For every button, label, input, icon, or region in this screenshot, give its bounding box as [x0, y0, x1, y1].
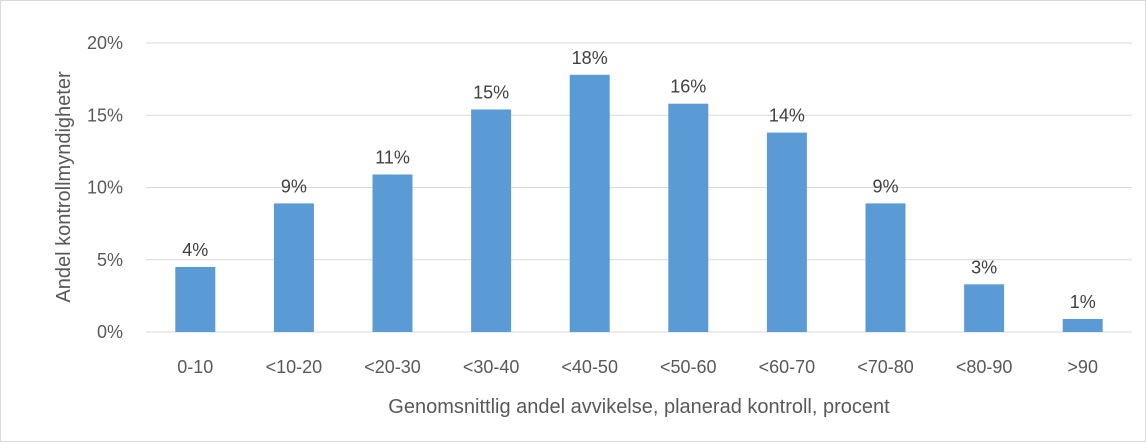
bar	[668, 103, 709, 332]
data-label: 11%	[375, 147, 410, 167]
y-axis-title: Andel kontrollmyndigheter	[53, 71, 75, 303]
bar	[1062, 318, 1103, 332]
y-axis-ticks: 0% 5% 10% 15% 20%	[87, 33, 123, 342]
x-axis-ticks: 0-10 <10-20 <20-30 <30-40 <40-50 <50-60 <60-70…	[177, 357, 1098, 377]
bar	[471, 109, 512, 332]
data-label: 4%	[182, 240, 208, 260]
bar	[569, 74, 610, 332]
bar	[372, 174, 413, 332]
y-tick-label: 15%	[87, 105, 123, 125]
data-label: 16%	[670, 77, 706, 97]
x-tick-label: >90	[1067, 357, 1098, 377]
y-tick-label: 10%	[87, 178, 123, 198]
data-label: 18%	[572, 48, 608, 68]
data-label: 9%	[872, 176, 898, 196]
x-tick-label: <70-80	[857, 357, 914, 377]
y-tick-label: 0%	[97, 322, 123, 342]
data-label: 15%	[473, 82, 509, 102]
data-label: 9%	[281, 176, 307, 196]
x-tick-label: <30-40	[463, 357, 520, 377]
bar	[964, 284, 1005, 332]
bar	[175, 266, 216, 332]
y-tick-label: 20%	[87, 33, 123, 53]
x-tick-label: <80-90	[956, 357, 1013, 377]
data-labels: 4% 9% 11% 15% 18% 16% 14% 9% 3% 1%	[182, 48, 1095, 312]
x-tick-label: <50-60	[660, 357, 717, 377]
data-label: 14%	[769, 106, 805, 126]
bar	[865, 203, 906, 332]
data-label: 1%	[1070, 292, 1096, 312]
x-axis-title: Genomsnittlig andel avvikelse, planerad …	[388, 396, 890, 418]
bars	[175, 74, 1103, 332]
x-tick-label: <10-20	[266, 357, 323, 377]
data-label: 3%	[971, 257, 997, 277]
bar	[766, 132, 807, 332]
y-tick-label: 5%	[97, 250, 123, 270]
x-tick-label: 0-10	[177, 357, 213, 377]
x-tick-label: <20-30	[364, 357, 421, 377]
bar	[273, 203, 314, 332]
x-tick-label: <60-70	[759, 357, 816, 377]
x-tick-label: <40-50	[561, 357, 618, 377]
